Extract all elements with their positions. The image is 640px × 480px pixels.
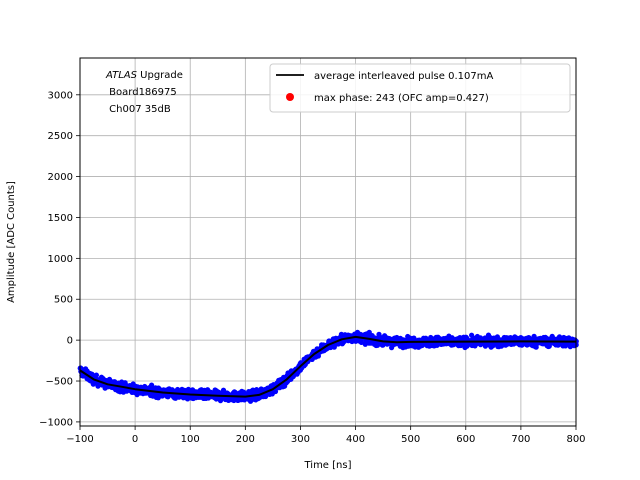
legend-entry-average-pulse: average interleaved pulse 0.107mA [314, 71, 493, 82]
plot-frame [79, 57, 577, 427]
x-tick-label: 300 [291, 434, 310, 445]
annotation-line-3: Ch007 35dB [106, 104, 171, 115]
y-tick-label: 1000 [48, 254, 73, 265]
legend-box [269, 63, 571, 113]
x-tick-label: 700 [511, 434, 530, 445]
atlas-annotation: ATLAS Upgrade Board186975 Ch007 35dB [105, 70, 183, 115]
y-tick-label: −500 [46, 377, 73, 388]
sample-point [220, 387, 227, 393]
annotation-italic: ATLAS [105, 70, 138, 81]
x-tick-label: 200 [236, 434, 255, 445]
annotation-line-2: Board186975 [106, 87, 177, 98]
sample-point [93, 372, 99, 378]
x-tick-label: 400 [346, 434, 365, 445]
y-tick-label: 3000 [48, 90, 73, 101]
x-tick-label: 0 [132, 434, 138, 445]
y-tick-label: −1000 [39, 417, 73, 428]
y-tick-label: 500 [54, 295, 73, 306]
series-lines [79, 335, 577, 398]
y-tick-label: 2000 [48, 172, 73, 183]
legend-entry-max-phase: max phase: 243 (OFC amp=0.427) [314, 93, 489, 104]
x-tick-label: 600 [456, 434, 475, 445]
y-tick-label: 1500 [48, 213, 73, 224]
x-tick-label: 100 [181, 434, 200, 445]
average-pulse-line [79, 335, 577, 398]
annotation-line-1: ATLAS Upgrade [105, 70, 183, 81]
y-axis-label: Amplitude [ADC Counts] [6, 181, 17, 303]
annotation-rest: Upgrade [137, 70, 183, 81]
x-axis-ticks: −100 0 100 200 300 400 500 600 700 800 [66, 426, 586, 445]
y-tick-label: 0 [67, 336, 73, 347]
legend: average interleaved pulse 0.107mA max ph… [269, 63, 571, 113]
sample-point [272, 388, 279, 395]
y-tick-label: 2500 [48, 131, 73, 142]
x-tick-label: −100 [66, 434, 93, 445]
x-axis-label: Time [ns] [303, 460, 351, 471]
legend-dot-marker [286, 93, 294, 101]
x-tick-label: 800 [566, 434, 585, 445]
y-axis-ticks: −1000 −500 0 500 1000 1500 2000 2500 3000 [39, 90, 80, 428]
x-tick-label: 500 [401, 434, 420, 445]
